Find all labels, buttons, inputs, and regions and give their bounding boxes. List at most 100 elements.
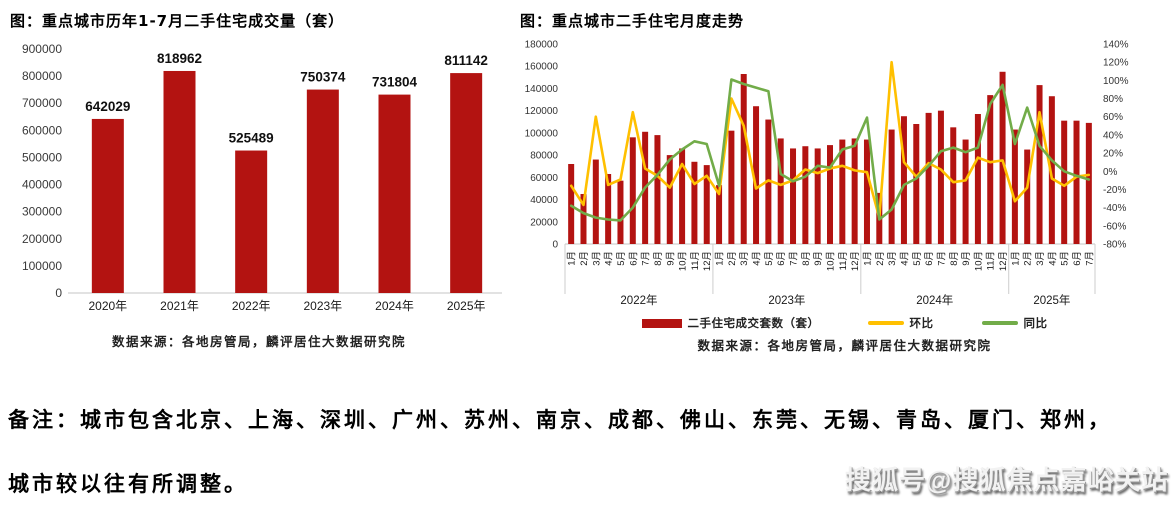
month-bar (1085, 122, 1092, 244)
left-y-tick: 300000 (22, 205, 62, 219)
legend-item-mom: 环比 (867, 315, 934, 331)
left-chart-title: 图：重点城市历年1-7月二手住宅成交量（套） (10, 12, 345, 30)
month-tick: 11月 (986, 251, 997, 270)
right-chart-right-y-tick: 80% (1103, 94, 1123, 105)
year-bar (235, 150, 268, 293)
right-chart-right-y-tick: 140% (1103, 40, 1129, 51)
month-bar (1061, 120, 1068, 244)
bar-value-label: 811142 (444, 53, 488, 68)
right-chart-left-y-tick: 120000 (525, 106, 559, 117)
yearly-bar-chart-panel: 图：重点城市历年1-7月二手住宅成交量（套） 0 100000 200000 3000… (8, 6, 510, 350)
month-bar (740, 74, 747, 244)
right-chart-right-y-tick: -60% (1103, 221, 1126, 232)
month-tick: 9月 (961, 251, 972, 266)
left-x-tick: 2023年 (303, 299, 342, 313)
month-tick: 9月 (665, 251, 676, 266)
legend: 二手住宅成交套数（套） 环比 同比 (518, 315, 1171, 331)
yearly-bar-chart-svg: 0 100000 200000 300000 400000 500000 600000 700… (22, 42, 502, 313)
month-tick: 12月 (702, 251, 713, 271)
right-chart-right-y-tick: -20% (1103, 185, 1126, 196)
month-bar (987, 95, 994, 244)
bar-value-label: 731804 (372, 75, 418, 90)
year-bar (378, 94, 411, 293)
monthly-trend-chart-panel: 图：重点城市二手住宅月度走势 0 20000 40000 60000 80000 1000… (518, 6, 1171, 354)
bar-value-label: 525489 (229, 131, 274, 146)
month-tick: 1月 (715, 251, 726, 266)
right-chart-left-y-tick: 40000 (530, 195, 558, 206)
bar-value-label: 750374 (300, 70, 346, 85)
note-line-2: 城市较以往有所调整。 (8, 471, 248, 496)
month-bar (679, 148, 686, 244)
month-tick: 7月 (1084, 251, 1095, 266)
month-tick: 9月 (813, 251, 824, 266)
right-chart-right-y-tick: -40% (1103, 203, 1126, 214)
left-y-tick: 600000 (22, 123, 62, 137)
month-tick: 6月 (628, 251, 639, 266)
right-chart-right-y-tick: 60% (1103, 112, 1123, 123)
year-bar (450, 73, 483, 293)
left-x-tick: 2022年 (232, 299, 271, 313)
left-x-tick: 2020年 (88, 299, 127, 313)
month-tick: 10月 (826, 251, 837, 271)
month-bar (716, 185, 723, 244)
month-bar (925, 112, 932, 244)
month-tick: 2月 (1023, 251, 1034, 266)
month-bar (802, 146, 809, 244)
yoy-line (569, 78, 1091, 222)
right-chart-right-y-tick: 40% (1103, 130, 1123, 141)
right-chart-right-y-tick: -80% (1103, 240, 1126, 251)
right-chart-left-y-tick: 80000 (530, 151, 558, 162)
year-bar (306, 89, 339, 293)
month-tick: 4月 (752, 251, 763, 266)
right-chart-left-y-tick: 160000 (525, 62, 559, 73)
month-bar (814, 148, 821, 244)
month-bar (888, 129, 895, 244)
month-bar (617, 180, 624, 244)
bar-value-label: 818962 (157, 51, 202, 66)
month-tick: 5月 (912, 251, 923, 266)
month-tick: 11月 (690, 251, 701, 270)
month-bar (827, 145, 833, 244)
year-label: 2022年 (620, 293, 657, 307)
month-bar (974, 114, 981, 244)
month-tick: 8月 (653, 251, 664, 266)
right-chart-left-y-tick: 0 (552, 240, 558, 251)
monthly-trend-chart-svg: 0 20000 40000 60000 80000 100000 120000 140000 1… (525, 40, 1129, 308)
month-bar (863, 139, 870, 244)
month-tick: 11月 (838, 251, 849, 270)
month-tick: 5月 (1060, 251, 1071, 266)
left-y-tick: 400000 (22, 178, 62, 192)
month-bar (1073, 120, 1080, 244)
month-tick: 2月 (727, 251, 738, 266)
month-bar (937, 110, 944, 245)
month-tick: 6月 (924, 251, 935, 266)
month-bar (1048, 96, 1055, 244)
month-bar (900, 116, 907, 244)
right-chart-right-y-tick: 100% (1103, 76, 1129, 87)
month-bar (1036, 85, 1043, 244)
left-chart-source: 数据来源：各地房管局，麟评居住大数据研究院 (111, 335, 406, 349)
year-label: 2025年 (1033, 293, 1070, 307)
left-y-tick: 800000 (22, 69, 62, 83)
right-chart-left-y-tick: 140000 (525, 84, 559, 95)
note-line-1: 备注：城市包含北京、上海、深圳、广州、苏州、南京、成都、佛山、东莞、无锡、青岛、… (8, 407, 1112, 432)
month-bar (1011, 129, 1018, 244)
year-label: 2023年 (768, 293, 805, 307)
left-y-tick: 100000 (22, 259, 62, 273)
left-y-tick: 200000 (22, 232, 62, 246)
month-tick: 5月 (616, 251, 627, 266)
left-y-tick: 700000 (22, 96, 62, 110)
month-bar (568, 164, 575, 244)
month-bar (666, 155, 673, 244)
month-bar (999, 71, 1006, 245)
month-tick: 4月 (1047, 251, 1058, 266)
legend-item-yoy: 同比 (981, 315, 1048, 331)
month-bar (629, 137, 636, 244)
right-chart-right-y-tick: 0% (1103, 167, 1118, 178)
left-x-tick: 2024年 (375, 299, 414, 313)
month-tick: 8月 (801, 251, 812, 266)
right-chart-left-y-tick: 60000 (530, 173, 558, 184)
legend-label-mom: 环比 (909, 318, 934, 330)
month-tick: 6月 (1072, 251, 1083, 266)
month-bar (691, 161, 698, 244)
